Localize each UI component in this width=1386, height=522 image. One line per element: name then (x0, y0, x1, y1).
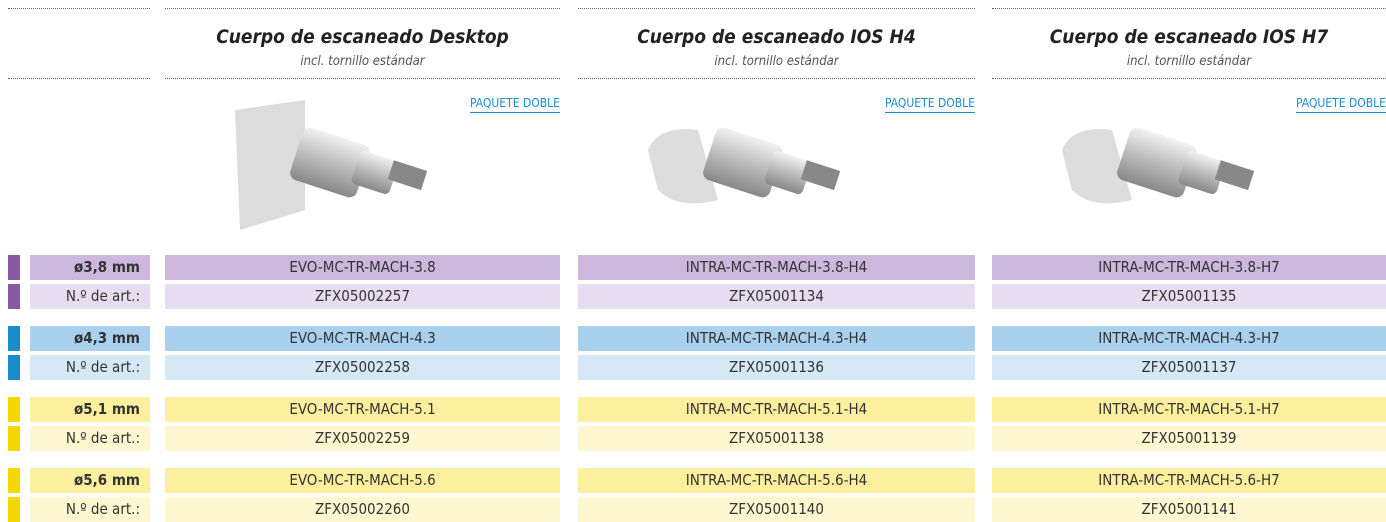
row-strip (8, 468, 20, 493)
row-label: ø4,3 mm (30, 326, 150, 351)
table-cell: EVO-MC-TR-MACH-3.8 (165, 255, 560, 280)
divider (8, 8, 150, 9)
table-cell: ZFX05002258 (165, 355, 560, 380)
table-cell: ZFX05002259 (165, 426, 560, 451)
table-cell: INTRA-MC-TR-MACH-4.3-H7 (992, 326, 1386, 351)
table-cell: INTRA-MC-TR-MACH-5.6-H7 (992, 468, 1386, 493)
table-cell: INTRA-MC-TR-MACH-5.6-H4 (578, 468, 975, 493)
table-cell: ZFX05002257 (165, 284, 560, 309)
table-cell: ZFX05001137 (992, 355, 1386, 380)
table-cell: INTRA-MC-TR-MACH-5.1-H4 (578, 397, 975, 422)
row-label: N.º de art.: (30, 497, 150, 522)
table-cell: ZFX05001139 (992, 426, 1386, 451)
table-cell: EVO-MC-TR-MACH-5.1 (165, 397, 560, 422)
row-label: N.º de art.: (30, 426, 150, 451)
row-label: N.º de art.: (30, 284, 150, 309)
row-strip (8, 397, 20, 422)
table-cell: EVO-MC-TR-MACH-5.6 (165, 468, 560, 493)
product-image-box (1022, 90, 1282, 240)
product-image (1062, 127, 1255, 204)
divider (578, 8, 975, 9)
double-pack-link[interactable]: PAQUETE DOBLE (469, 96, 560, 113)
column-subtitle: incl. tornillo estándar (300, 54, 425, 69)
row-strip (8, 255, 20, 280)
product-image (648, 127, 841, 204)
product-image-box (608, 90, 868, 240)
row-strip (8, 426, 20, 451)
column-title: Cuerpo de escaneado Desktop (216, 26, 509, 48)
divider (165, 78, 560, 79)
divider (8, 78, 150, 79)
column-subtitle: incl. tornillo estándar (1126, 54, 1252, 69)
table-cell: ZFX05001138 (578, 426, 975, 451)
row-label: ø3,8 mm (30, 255, 150, 280)
divider (992, 8, 1386, 9)
column-title: Cuerpo de escaneado IOS H7 (1049, 26, 1329, 48)
row-label: ø5,6 mm (30, 468, 150, 493)
table-cell: ZFX05002260 (165, 497, 560, 522)
row-strip (8, 497, 20, 522)
table-cell: ZFX05001134 (578, 284, 975, 309)
table-cell: ZFX05001140 (578, 497, 975, 522)
divider (578, 78, 975, 79)
row-label: ø5,1 mm (30, 397, 150, 422)
table-cell: EVO-MC-TR-MACH-4.3 (165, 326, 560, 351)
divider (165, 8, 560, 9)
table-cell: INTRA-MC-TR-MACH-4.3-H4 (578, 326, 975, 351)
row-strip (8, 326, 20, 351)
product-image-box (195, 90, 455, 240)
double-pack-link[interactable]: PAQUETE DOBLE (884, 96, 975, 113)
table-cell: INTRA-MC-TR-MACH-5.1-H7 (992, 397, 1386, 422)
column-subtitle: incl. tornillo estándar (714, 54, 839, 69)
row-strip (8, 355, 20, 380)
divider (992, 78, 1386, 79)
table-cell: INTRA-MC-TR-MACH-3.8-H7 (992, 255, 1386, 280)
table-cell: ZFX05001135 (992, 284, 1386, 309)
table-cell: INTRA-MC-TR-MACH-3.8-H4 (578, 255, 975, 280)
table-cell: ZFX05001136 (578, 355, 975, 380)
row-label: N.º de art.: (30, 355, 150, 380)
double-pack-link[interactable]: PAQUETE DOBLE (1295, 96, 1386, 113)
product-image (235, 100, 428, 230)
table-cell: ZFX05001141 (992, 497, 1386, 522)
row-strip (8, 284, 20, 309)
column-title: Cuerpo de escaneado IOS H4 (637, 26, 916, 48)
